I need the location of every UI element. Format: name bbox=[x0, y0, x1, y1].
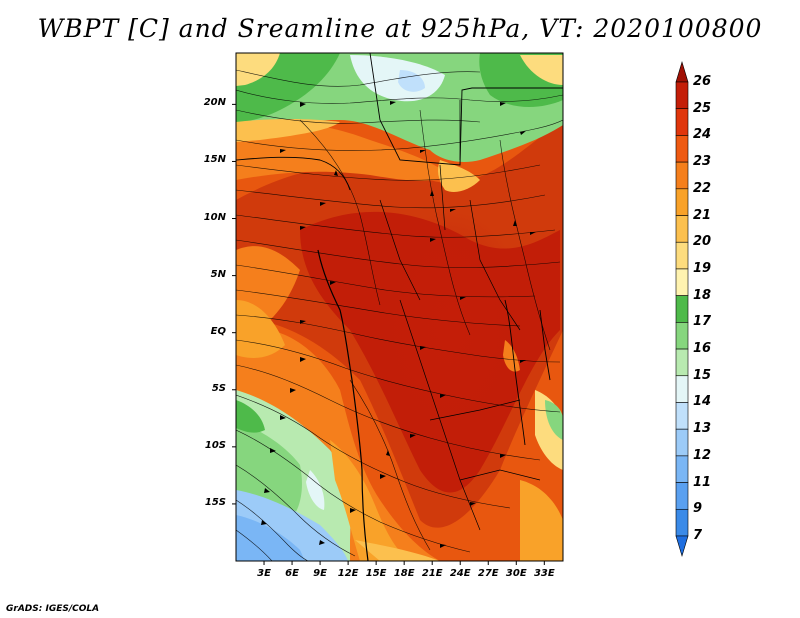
colorbar-bottom-triangle bbox=[675, 535, 689, 558]
colorbar-label: 18 bbox=[693, 287, 712, 303]
colorbar-label: 26 bbox=[693, 74, 712, 89]
lon-tick-label: 6E bbox=[285, 568, 299, 579]
colorbar-segment bbox=[675, 161, 689, 190]
colorbar-segment bbox=[675, 482, 689, 510]
wbpt-field bbox=[236, 53, 563, 561]
colorbar-label: 14 bbox=[693, 394, 712, 410]
colorbar-segment bbox=[675, 375, 689, 403]
colorbar-segment bbox=[675, 428, 689, 457]
lon-tick-label: 27E bbox=[477, 568, 499, 579]
lat-tick-label: 15S bbox=[204, 496, 226, 508]
lat-ticks bbox=[232, 103, 236, 505]
colorbar-segment bbox=[675, 241, 689, 270]
colorbar-label: 24 bbox=[693, 127, 712, 143]
colorbar-label: 20 bbox=[693, 234, 712, 250]
colorbar-segment bbox=[675, 455, 689, 483]
colorbar-label: 13 bbox=[693, 421, 712, 437]
lon-tick-label: 12E bbox=[337, 568, 359, 579]
colorbar-segment bbox=[675, 135, 689, 163]
chart-title: WBPT [C] and Sreamline at 925hPa, VT: 20… bbox=[37, 14, 763, 43]
lat-tick-label: 20N bbox=[203, 97, 226, 109]
colorbar-label: 9 bbox=[693, 501, 703, 517]
colorbar-segment bbox=[675, 508, 689, 537]
colorbar-label: 19 bbox=[693, 260, 712, 276]
colorbar-label: 23 bbox=[693, 154, 712, 170]
lat-tick-label: 5S bbox=[211, 382, 226, 394]
lat-tick-label: 10N bbox=[203, 211, 226, 223]
colorbar-label: 22 bbox=[693, 180, 712, 196]
colorbar-label: 25 bbox=[693, 100, 712, 116]
lon-tick-label: 24E bbox=[449, 568, 471, 579]
colorbar-segment bbox=[675, 268, 689, 296]
colorbar-segment bbox=[675, 295, 689, 323]
lat-tick-label: 10S bbox=[204, 439, 226, 451]
colorbar-top-triangle bbox=[675, 60, 689, 83]
lat-tick-label: 15N bbox=[203, 154, 226, 166]
colorbar-segment bbox=[675, 215, 689, 243]
colorbar-label: 7 bbox=[693, 528, 703, 543]
colorbar bbox=[675, 60, 689, 558]
lon-tick-label: 3E bbox=[257, 568, 271, 579]
colorbar-segment bbox=[675, 322, 689, 350]
colorbar-label: 16 bbox=[693, 341, 712, 357]
colorbar-segment bbox=[675, 348, 689, 377]
map-frame bbox=[235, 52, 564, 562]
colorbar-label: 12 bbox=[693, 447, 712, 463]
colorbar-segment bbox=[675, 81, 689, 110]
lat-tick-label: 5N bbox=[210, 268, 226, 280]
lon-tick-label: 15E bbox=[365, 568, 387, 579]
colorbar-label: 21 bbox=[693, 207, 712, 223]
grads-credit: GrADS: IGES/COLA bbox=[6, 604, 100, 614]
lon-tick-label: 18E bbox=[393, 568, 415, 579]
lon-ticks bbox=[263, 561, 545, 565]
colorbar-label: 17 bbox=[693, 314, 712, 330]
colorbar-label: 15 bbox=[693, 367, 712, 383]
colorbar-segment bbox=[675, 108, 689, 136]
lon-tick-label: 33E bbox=[533, 568, 555, 579]
colorbar-segment bbox=[675, 188, 689, 216]
lat-tick-label: EQ bbox=[210, 325, 226, 337]
lon-tick-label: 21E bbox=[421, 568, 443, 579]
lon-tick-label: 9E bbox=[313, 568, 327, 579]
colorbar-segment bbox=[675, 402, 689, 430]
lon-tick-label: 30E bbox=[505, 568, 527, 579]
colorbar-label: 11 bbox=[693, 474, 712, 490]
